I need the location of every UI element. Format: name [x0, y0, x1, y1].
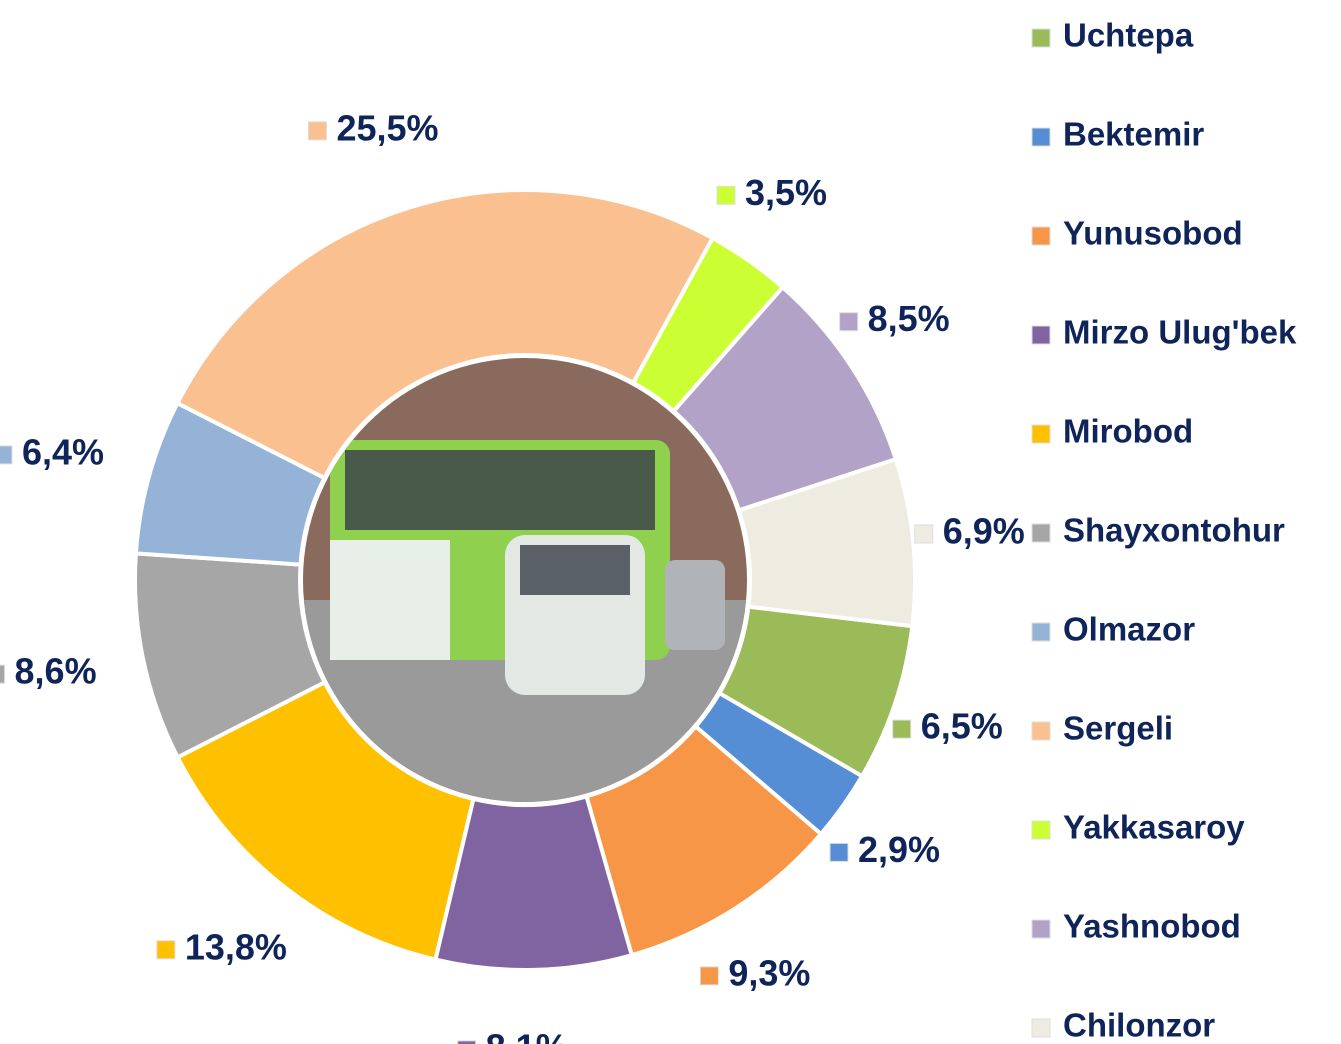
legend-marker	[1031, 226, 1051, 246]
data-label: 8,6%	[15, 651, 97, 692]
data-label: 9,3%	[728, 952, 810, 993]
legend-marker	[1031, 424, 1051, 444]
slice	[736, 456, 918, 629]
slice	[174, 679, 476, 962]
label-marker	[829, 842, 849, 862]
legend-marker	[1031, 127, 1051, 147]
legend-marker	[1031, 523, 1051, 543]
label-marker	[892, 719, 912, 739]
legend-label: Uchtepa	[1063, 17, 1194, 54]
legend-label: Yashnobod	[1063, 908, 1241, 945]
label-marker	[0, 664, 6, 684]
data-label: 25,5%	[336, 107, 438, 148]
legend-label: Olmazor	[1063, 611, 1195, 648]
label-marker	[307, 121, 327, 141]
data-label: 6,5%	[921, 706, 1003, 747]
legend-label: Mirobod	[1063, 413, 1193, 450]
data-label: 13,8%	[185, 926, 287, 967]
legend-marker	[1031, 820, 1051, 840]
data-label: 8,5%	[868, 298, 950, 339]
legend-label: Shayxontohur	[1063, 512, 1285, 549]
label-marker	[457, 1040, 477, 1044]
legend-marker	[1031, 919, 1051, 939]
legend-marker	[1031, 28, 1051, 48]
label-marker	[0, 445, 13, 465]
legend-marker	[1031, 622, 1051, 642]
data-label: 6,4%	[22, 431, 104, 472]
label-marker	[914, 524, 934, 544]
data-label: 6,9%	[943, 510, 1025, 551]
data-label: 8,1%	[486, 1026, 568, 1044]
legend-label: Mirzo Ulug'bek	[1063, 314, 1297, 351]
legend-label: Chilonzor	[1063, 1007, 1215, 1044]
label-marker	[839, 312, 859, 332]
legend-marker	[1031, 325, 1051, 345]
legend-label: Yunusobod	[1063, 215, 1243, 252]
legend-label: Yakkasaroy	[1063, 809, 1245, 846]
legend-marker	[1031, 721, 1051, 741]
legend-label: Bektemir	[1063, 116, 1204, 153]
legend-marker	[1031, 1018, 1051, 1038]
label-marker	[716, 185, 736, 205]
slice	[174, 188, 716, 481]
data-label: 3,5%	[745, 172, 827, 213]
label-marker	[156, 940, 176, 960]
legend-label: Sergeli	[1063, 710, 1173, 747]
label-marker	[699, 966, 719, 986]
data-label: 2,9%	[858, 829, 940, 870]
center-photo	[303, 358, 747, 802]
